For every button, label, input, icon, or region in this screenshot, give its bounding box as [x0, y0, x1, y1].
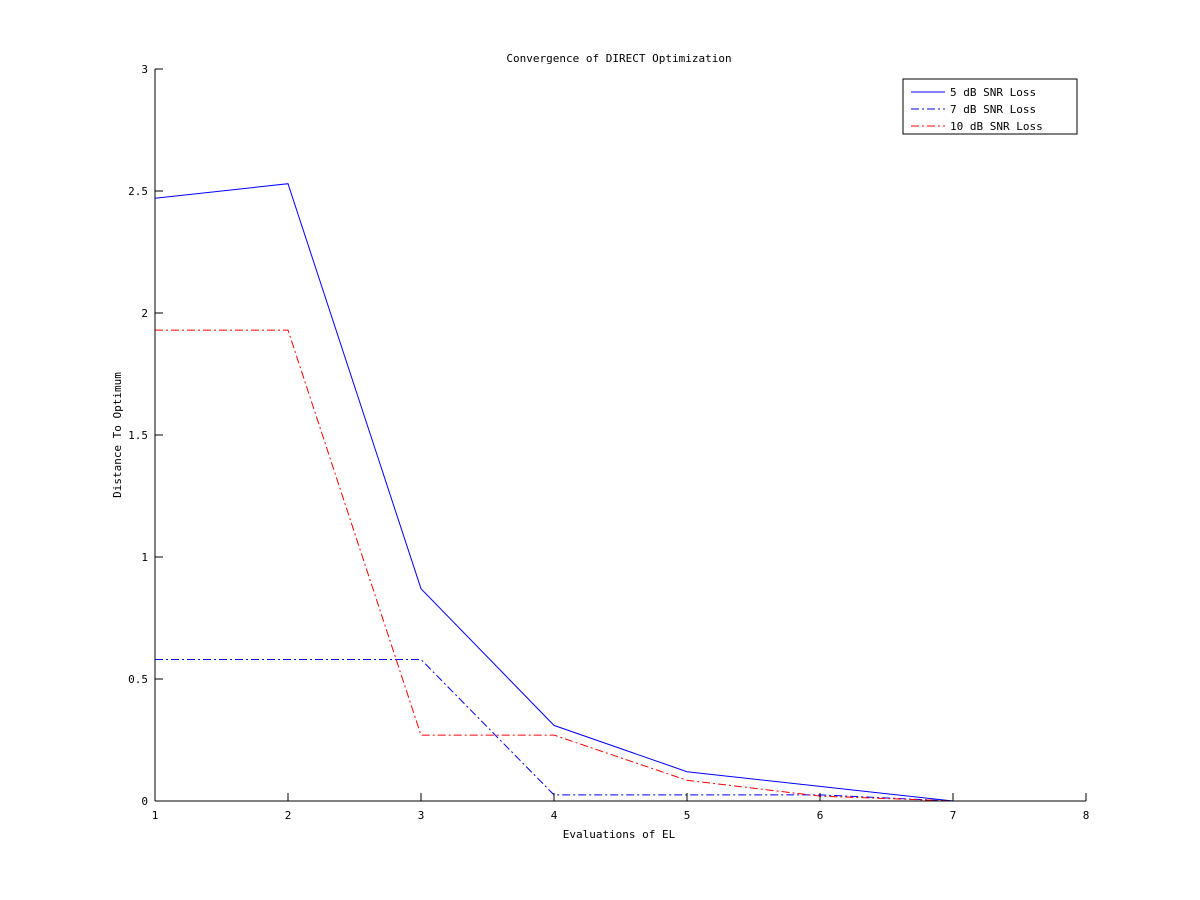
x-axis-label: Evaluations of EL — [563, 828, 676, 841]
plot-background — [155, 69, 1086, 801]
x-tick-label: 1 — [152, 809, 159, 822]
x-tick-label: 5 — [684, 809, 691, 822]
y-tick-label: 2.5 — [128, 185, 148, 198]
series-layer — [154, 183, 1086, 802]
y-tick-label: 1.5 — [128, 429, 148, 442]
x-tick-label: 2 — [285, 809, 292, 822]
series-line-3 — [155, 329, 1086, 802]
legend-label-3: 10 dB SNR Loss — [950, 120, 1043, 133]
y-axis-label: Distance To Optimum — [111, 372, 124, 498]
axes-layer: 1 2 3 4 5 6 7 8 0 0.5 1 1.5 2 2.5 3 — [128, 63, 1089, 822]
plot-area — [155, 69, 1086, 801]
series-line-1 — [154, 183, 1086, 802]
x-tick-label: 4 — [551, 809, 558, 822]
legend-box — [902, 78, 1078, 135]
legend: 5 dB SNR Loss 7 dB SNR Loss 10 dB SNR Loss — [902, 78, 1078, 135]
legend-label-2: 7 dB SNR Loss — [950, 103, 1036, 116]
y-tick-label: 1 — [141, 551, 148, 564]
x-tick-label: 7 — [950, 809, 957, 822]
y-tick-label: 3 — [141, 63, 148, 76]
y-tick-label: 2 — [141, 307, 148, 320]
legend-label-1: 5 dB SNR Loss — [950, 86, 1036, 99]
x-tick-label: 8 — [1083, 809, 1090, 822]
y-tick-label: 0.5 — [128, 673, 148, 686]
x-tick-label: 3 — [418, 809, 425, 822]
x-tick-label: 6 — [817, 809, 824, 822]
chart-title: Convergence of DIRECT Optimization — [506, 52, 731, 65]
y-tick-label: 0 — [141, 795, 148, 808]
